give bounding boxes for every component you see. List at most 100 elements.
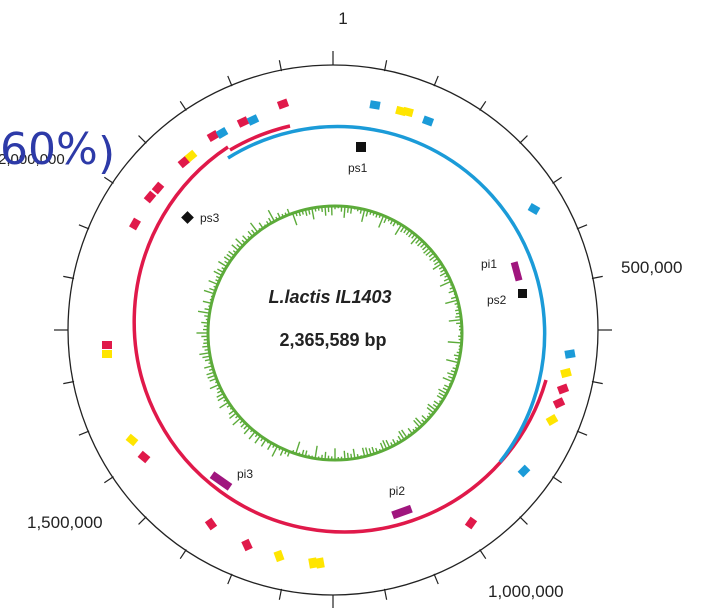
yellow-gene-marker xyxy=(184,149,198,163)
tick-mark xyxy=(479,101,487,111)
gc-skew-spike xyxy=(266,440,270,444)
red-arc-upper-segment xyxy=(229,124,291,152)
gc-skew-spike xyxy=(383,216,388,224)
gc-skew-spike xyxy=(444,384,450,389)
tick-mark xyxy=(433,573,439,585)
pi2-label: pi2 xyxy=(389,484,405,498)
gc-skew-spike xyxy=(378,214,382,218)
blue-gene-marker xyxy=(527,203,541,215)
gc-skew-spike xyxy=(295,441,301,455)
gc-skew-spike xyxy=(378,448,382,452)
red-gene-marker xyxy=(206,130,220,142)
gc-skew-spike xyxy=(228,250,235,257)
gc-skew-spike xyxy=(422,245,428,251)
gc-skew-spike xyxy=(359,208,363,214)
gc-skew-spike xyxy=(442,377,453,383)
gc-skew-spike xyxy=(209,298,213,301)
gc-skew-spike xyxy=(291,449,295,453)
gc-skew-spike xyxy=(226,253,233,259)
gc-skew-spike xyxy=(382,440,388,450)
gc-skew-spike xyxy=(379,442,385,451)
gc-skew-spike xyxy=(247,235,251,240)
tick-mark xyxy=(227,75,233,87)
gc-skew-spike xyxy=(400,226,405,233)
gc-skew-spike xyxy=(265,220,270,226)
gc-skew-spike xyxy=(440,268,446,273)
tick-mark xyxy=(519,516,528,525)
ps3-label: ps3 xyxy=(200,211,220,225)
tick-mark xyxy=(227,573,233,585)
tick-mark xyxy=(576,430,588,436)
gc-skew-spike xyxy=(429,255,437,261)
gc-skew-spike xyxy=(247,230,254,237)
gc-skew-spike xyxy=(361,447,366,457)
tick-mark xyxy=(479,549,487,559)
gc-skew-spike xyxy=(414,426,419,431)
gc-skew-spike xyxy=(218,260,228,268)
gc-skew-spike xyxy=(455,364,458,367)
gc-skew-spike xyxy=(258,227,261,231)
gc-skew-spike xyxy=(248,431,256,440)
red-gene-marker xyxy=(241,538,253,552)
gc-skew-spike xyxy=(295,211,298,217)
gc-skew-spike xyxy=(439,271,447,277)
gc-skew-spike xyxy=(279,448,284,456)
gc-skew-spike xyxy=(223,398,228,402)
blue-gene-marker xyxy=(564,349,576,359)
gc-skew-spike xyxy=(439,400,442,403)
gc-skew-spike xyxy=(284,212,288,216)
gc-skew-spike xyxy=(368,448,372,455)
position-label-500000: 500,000 xyxy=(621,258,682,277)
gc-skew-spike xyxy=(453,293,457,296)
gc-skew-spike xyxy=(254,435,261,444)
gc-skew-spike xyxy=(217,268,224,274)
gc-skew-spike xyxy=(448,289,455,294)
gc-skew-spike xyxy=(235,238,244,247)
gc-skew-spike xyxy=(455,315,462,318)
genome-name-label: L.lactis IL1403 xyxy=(268,287,391,307)
tick-mark xyxy=(138,135,147,144)
gc-skew-spike xyxy=(213,270,223,276)
gc-skew-spike xyxy=(375,447,379,453)
gc-skew-spike xyxy=(216,392,224,398)
red-gene-marker xyxy=(151,181,165,195)
gc-skew-spike xyxy=(206,371,215,376)
gc-skew-spike xyxy=(411,233,416,239)
gc-skew-spike xyxy=(432,263,442,270)
gc-skew-spike xyxy=(217,395,226,402)
yellow-gene-marker xyxy=(315,557,325,569)
gc-skew-spike xyxy=(428,412,433,417)
gc-skew-spike xyxy=(226,404,231,408)
gc-skew-spike xyxy=(213,285,217,289)
gc-skew-spike xyxy=(420,242,426,248)
gc-skew-spike xyxy=(371,446,375,455)
gc-skew-spike xyxy=(408,231,413,238)
tick-mark xyxy=(104,176,114,184)
gc-skew-spike xyxy=(208,305,211,308)
gc-skew-spike xyxy=(207,374,216,379)
tick-mark xyxy=(138,516,147,525)
gc-skew-spike xyxy=(307,208,311,215)
gc-skew-spike xyxy=(365,210,369,217)
yellow-gene-marker xyxy=(273,549,285,563)
gc-skew-spike xyxy=(421,419,426,424)
gc-skew-spike xyxy=(412,428,416,433)
gc-skew-spike xyxy=(407,427,413,435)
gc-skew-spike xyxy=(258,222,264,229)
gc-skew-spike xyxy=(447,372,455,377)
gc-skew-spike xyxy=(432,257,439,263)
gc-skew-spike xyxy=(407,433,411,437)
gc-skew-spike xyxy=(356,453,359,459)
gc-skew-spike xyxy=(223,256,231,262)
gc-skew-spike xyxy=(224,260,229,265)
gc-skew-spike xyxy=(447,341,462,344)
gc-skew-spike xyxy=(417,240,423,247)
gc-skew-spike xyxy=(415,238,421,244)
gc-skew-spike xyxy=(350,453,353,460)
position-label-1000000: 1,000,000 xyxy=(488,582,564,601)
position-label-2000000: 2,000,000 xyxy=(0,151,65,168)
gc-skew-spike xyxy=(449,286,454,290)
gc-skew-spike xyxy=(394,224,402,236)
outer-ring xyxy=(54,51,612,608)
gc-skew-spike xyxy=(452,367,457,370)
